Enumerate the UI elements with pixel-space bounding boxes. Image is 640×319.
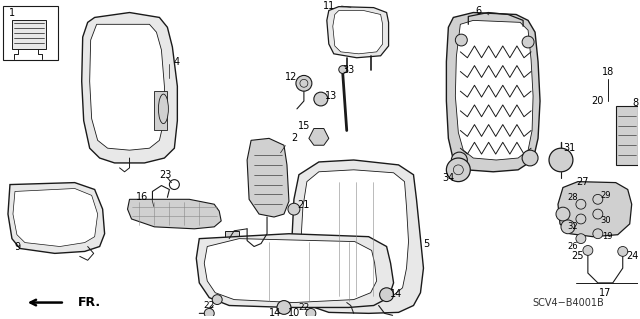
Text: 25: 25	[572, 251, 584, 261]
Text: 31: 31	[564, 143, 576, 153]
Text: 9: 9	[15, 241, 21, 251]
Circle shape	[296, 75, 312, 91]
Text: 22: 22	[298, 303, 310, 312]
Circle shape	[522, 36, 534, 48]
Text: 11: 11	[323, 1, 335, 11]
Circle shape	[576, 214, 586, 224]
Circle shape	[549, 148, 573, 172]
Polygon shape	[196, 234, 394, 308]
Polygon shape	[301, 170, 408, 300]
Text: 2: 2	[291, 133, 297, 143]
Text: 12: 12	[285, 72, 297, 82]
Ellipse shape	[159, 94, 168, 124]
Text: 17: 17	[598, 288, 611, 298]
Polygon shape	[558, 182, 632, 237]
Circle shape	[455, 34, 467, 46]
Text: 16: 16	[136, 192, 148, 202]
Circle shape	[576, 199, 586, 209]
Polygon shape	[309, 129, 329, 145]
Text: 21: 21	[298, 200, 310, 210]
Polygon shape	[225, 231, 239, 247]
Polygon shape	[455, 20, 533, 160]
Circle shape	[451, 152, 467, 168]
Text: 8: 8	[632, 98, 639, 108]
Polygon shape	[204, 239, 376, 302]
Text: 13: 13	[324, 91, 337, 101]
Circle shape	[576, 234, 586, 244]
Circle shape	[446, 158, 470, 182]
Polygon shape	[327, 7, 388, 58]
Text: 18: 18	[602, 66, 614, 77]
Polygon shape	[127, 199, 221, 229]
Text: FR.: FR.	[77, 296, 101, 309]
Text: 14: 14	[390, 289, 403, 299]
Circle shape	[314, 92, 328, 106]
Text: 29: 29	[600, 191, 611, 200]
Circle shape	[204, 308, 214, 318]
Polygon shape	[616, 106, 637, 165]
Text: 6: 6	[476, 5, 481, 16]
Polygon shape	[12, 20, 46, 49]
Text: 4: 4	[173, 57, 179, 67]
Circle shape	[556, 207, 570, 221]
Polygon shape	[247, 138, 289, 217]
Circle shape	[339, 66, 347, 73]
Text: 28: 28	[568, 193, 578, 202]
Circle shape	[212, 295, 222, 305]
Circle shape	[593, 209, 603, 219]
Circle shape	[618, 247, 628, 256]
Circle shape	[306, 308, 316, 318]
Polygon shape	[90, 24, 164, 150]
Circle shape	[522, 150, 538, 166]
Text: 27: 27	[577, 177, 589, 187]
Circle shape	[380, 288, 394, 301]
Circle shape	[593, 194, 603, 204]
Text: 23: 23	[159, 170, 172, 180]
Circle shape	[593, 229, 603, 239]
Text: 24: 24	[627, 251, 639, 261]
Text: 14: 14	[269, 308, 281, 318]
Polygon shape	[13, 189, 98, 247]
Circle shape	[277, 300, 291, 314]
Polygon shape	[292, 160, 424, 313]
Polygon shape	[154, 91, 168, 130]
Text: SCV4−B4001B: SCV4−B4001B	[532, 298, 604, 308]
Text: 19: 19	[602, 232, 613, 241]
Text: 20: 20	[591, 96, 604, 106]
Polygon shape	[8, 182, 104, 253]
Text: 5: 5	[423, 239, 429, 249]
Text: 32: 32	[568, 222, 578, 231]
Circle shape	[561, 220, 575, 234]
Text: 33: 33	[342, 64, 355, 75]
Text: 1: 1	[9, 8, 15, 18]
Polygon shape	[3, 6, 58, 60]
Circle shape	[288, 203, 300, 215]
Text: 26: 26	[568, 242, 578, 251]
Polygon shape	[446, 12, 540, 172]
Text: 10: 10	[288, 308, 300, 318]
Polygon shape	[333, 11, 383, 54]
Polygon shape	[82, 12, 177, 163]
Text: 30: 30	[600, 217, 611, 226]
Circle shape	[583, 246, 593, 255]
Text: 34: 34	[442, 173, 454, 183]
Text: 22: 22	[204, 301, 215, 310]
Text: 15: 15	[298, 121, 310, 130]
